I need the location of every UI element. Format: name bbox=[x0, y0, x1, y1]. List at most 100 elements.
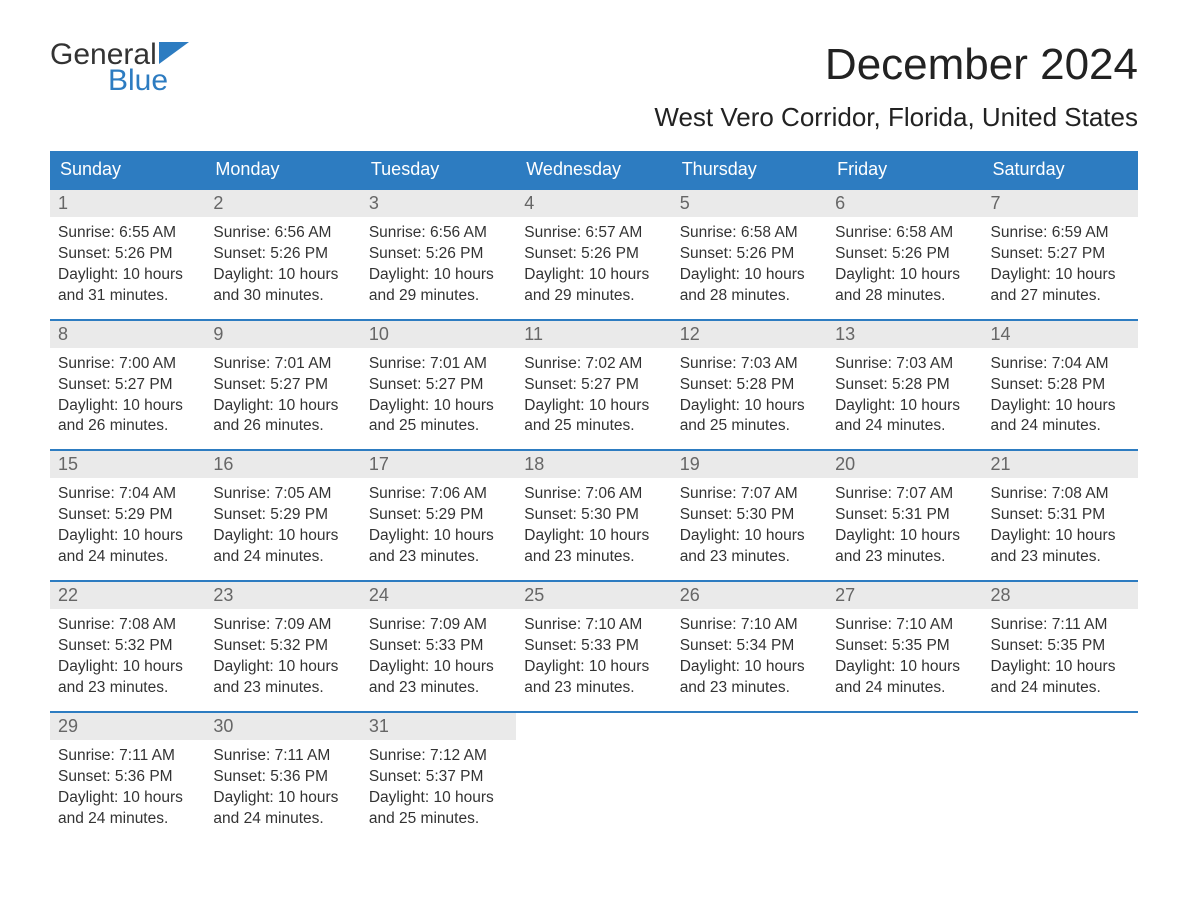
weekday-header-sunday: Sunday bbox=[50, 151, 205, 188]
day-number: 20 bbox=[827, 451, 982, 478]
daylight-text-1: Daylight: 10 hours bbox=[991, 265, 1130, 286]
day-body: Sunrise: 6:58 AMSunset: 5:26 PMDaylight:… bbox=[672, 217, 827, 307]
logo-text-blue: Blue bbox=[50, 66, 189, 96]
day-cell: 16Sunrise: 7:05 AMSunset: 5:29 PMDayligh… bbox=[205, 451, 360, 580]
day-cell: 31Sunrise: 7:12 AMSunset: 5:37 PMDayligh… bbox=[361, 713, 516, 842]
daylight-text-2: and 26 minutes. bbox=[213, 416, 352, 437]
day-cell: 1Sunrise: 6:55 AMSunset: 5:26 PMDaylight… bbox=[50, 190, 205, 319]
day-body: Sunrise: 6:57 AMSunset: 5:26 PMDaylight:… bbox=[516, 217, 671, 307]
day-number: 15 bbox=[50, 451, 205, 478]
sunset-text: Sunset: 5:29 PM bbox=[369, 505, 508, 526]
day-body: Sunrise: 7:10 AMSunset: 5:33 PMDaylight:… bbox=[516, 609, 671, 699]
sunrise-text: Sunrise: 7:03 AM bbox=[680, 354, 819, 375]
sunrise-text: Sunrise: 7:01 AM bbox=[369, 354, 508, 375]
day-number: 2 bbox=[205, 190, 360, 217]
day-number: 31 bbox=[361, 713, 516, 740]
weekday-header-monday: Monday bbox=[205, 151, 360, 188]
daylight-text-2: and 23 minutes. bbox=[680, 678, 819, 699]
day-cell: 5Sunrise: 6:58 AMSunset: 5:26 PMDaylight… bbox=[672, 190, 827, 319]
daylight-text-1: Daylight: 10 hours bbox=[58, 396, 197, 417]
daylight-text-1: Daylight: 10 hours bbox=[680, 265, 819, 286]
sunrise-text: Sunrise: 7:02 AM bbox=[524, 354, 663, 375]
daylight-text-1: Daylight: 10 hours bbox=[524, 657, 663, 678]
daylight-text-2: and 23 minutes. bbox=[680, 547, 819, 568]
day-cell: 13Sunrise: 7:03 AMSunset: 5:28 PMDayligh… bbox=[827, 321, 982, 450]
day-cell: 20Sunrise: 7:07 AMSunset: 5:31 PMDayligh… bbox=[827, 451, 982, 580]
weekday-header-wednesday: Wednesday bbox=[516, 151, 671, 188]
day-cell: 26Sunrise: 7:10 AMSunset: 5:34 PMDayligh… bbox=[672, 582, 827, 711]
sunset-text: Sunset: 5:36 PM bbox=[213, 767, 352, 788]
daylight-text-2: and 30 minutes. bbox=[213, 286, 352, 307]
daylight-text-1: Daylight: 10 hours bbox=[680, 657, 819, 678]
sunrise-text: Sunrise: 7:04 AM bbox=[991, 354, 1130, 375]
daylight-text-1: Daylight: 10 hours bbox=[58, 526, 197, 547]
daylight-text-1: Daylight: 10 hours bbox=[991, 657, 1130, 678]
day-cell: 3Sunrise: 6:56 AMSunset: 5:26 PMDaylight… bbox=[361, 190, 516, 319]
sunset-text: Sunset: 5:27 PM bbox=[58, 375, 197, 396]
daylight-text-1: Daylight: 10 hours bbox=[835, 526, 974, 547]
day-cell: 11Sunrise: 7:02 AMSunset: 5:27 PMDayligh… bbox=[516, 321, 671, 450]
daylight-text-2: and 25 minutes. bbox=[524, 416, 663, 437]
day-number: 9 bbox=[205, 321, 360, 348]
daylight-text-1: Daylight: 10 hours bbox=[369, 526, 508, 547]
day-number: 17 bbox=[361, 451, 516, 478]
day-cell: 12Sunrise: 7:03 AMSunset: 5:28 PMDayligh… bbox=[672, 321, 827, 450]
day-number: 13 bbox=[827, 321, 982, 348]
sunrise-text: Sunrise: 7:12 AM bbox=[369, 746, 508, 767]
day-number: 12 bbox=[672, 321, 827, 348]
daylight-text-2: and 25 minutes. bbox=[680, 416, 819, 437]
weekday-header-tuesday: Tuesday bbox=[361, 151, 516, 188]
day-number: 8 bbox=[50, 321, 205, 348]
sunrise-text: Sunrise: 6:59 AM bbox=[991, 223, 1130, 244]
daylight-text-2: and 24 minutes. bbox=[991, 678, 1130, 699]
sunset-text: Sunset: 5:26 PM bbox=[524, 244, 663, 265]
day-cell: 7 Sunrise: 6:59 AMSunset: 5:27 PMDaylight… bbox=[983, 190, 1138, 319]
day-number: 26 bbox=[672, 582, 827, 609]
sunset-text: Sunset: 5:35 PM bbox=[835, 636, 974, 657]
sunrise-text: Sunrise: 7:08 AM bbox=[991, 484, 1130, 505]
day-cell: 19Sunrise: 7:07 AMSunset: 5:30 PMDayligh… bbox=[672, 451, 827, 580]
daylight-text-1: Daylight: 10 hours bbox=[680, 396, 819, 417]
sunrise-text: Sunrise: 7:11 AM bbox=[213, 746, 352, 767]
day-number: 19 bbox=[672, 451, 827, 478]
daylight-text-2: and 23 minutes. bbox=[835, 547, 974, 568]
day-cell: 29Sunrise: 7:11 AMSunset: 5:36 PMDayligh… bbox=[50, 713, 205, 842]
day-cell: 6Sunrise: 6:58 AMSunset: 5:26 PMDaylight… bbox=[827, 190, 982, 319]
daylight-text-1: Daylight: 10 hours bbox=[524, 265, 663, 286]
day-cell: 15Sunrise: 7:04 AMSunset: 5:29 PMDayligh… bbox=[50, 451, 205, 580]
day-body: Sunrise: 7:04 AMSunset: 5:28 PMDaylight:… bbox=[983, 348, 1138, 438]
day-cell: 23Sunrise: 7:09 AMSunset: 5:32 PMDayligh… bbox=[205, 582, 360, 711]
sunrise-text: Sunrise: 6:56 AM bbox=[213, 223, 352, 244]
daylight-text-1: Daylight: 10 hours bbox=[991, 526, 1130, 547]
week-row: 8Sunrise: 7:00 AMSunset: 5:27 PMDaylight… bbox=[50, 319, 1138, 450]
day-body: Sunrise: 7:04 AMSunset: 5:29 PMDaylight:… bbox=[50, 478, 205, 568]
daylight-text-2: and 24 minutes. bbox=[213, 809, 352, 830]
sunrise-text: Sunrise: 6:55 AM bbox=[58, 223, 197, 244]
daylight-text-1: Daylight: 10 hours bbox=[524, 526, 663, 547]
day-number: 6 bbox=[827, 190, 982, 217]
day-body: Sunrise: 7:05 AMSunset: 5:29 PMDaylight:… bbox=[205, 478, 360, 568]
daylight-text-1: Daylight: 10 hours bbox=[680, 526, 819, 547]
day-cell: 22Sunrise: 7:08 AMSunset: 5:32 PMDayligh… bbox=[50, 582, 205, 711]
daylight-text-1: Daylight: 10 hours bbox=[58, 788, 197, 809]
day-body: Sunrise: 6:56 AMSunset: 5:26 PMDaylight:… bbox=[205, 217, 360, 307]
weeks-container: 1Sunrise: 6:55 AMSunset: 5:26 PMDaylight… bbox=[50, 188, 1138, 841]
sunset-text: Sunset: 5:34 PM bbox=[680, 636, 819, 657]
sunset-text: Sunset: 5:32 PM bbox=[58, 636, 197, 657]
day-cell: 9Sunrise: 7:01 AMSunset: 5:27 PMDaylight… bbox=[205, 321, 360, 450]
daylight-text-1: Daylight: 10 hours bbox=[991, 396, 1130, 417]
day-number: 14 bbox=[983, 321, 1138, 348]
sunrise-text: Sunrise: 7:00 AM bbox=[58, 354, 197, 375]
sunrise-text: Sunrise: 7:10 AM bbox=[680, 615, 819, 636]
sunset-text: Sunset: 5:27 PM bbox=[991, 244, 1130, 265]
sunrise-text: Sunrise: 6:58 AM bbox=[835, 223, 974, 244]
daylight-text-2: and 31 minutes. bbox=[58, 286, 197, 307]
sunset-text: Sunset: 5:36 PM bbox=[58, 767, 197, 788]
day-number: 7 bbox=[983, 190, 1138, 217]
week-row: 1Sunrise: 6:55 AMSunset: 5:26 PMDaylight… bbox=[50, 188, 1138, 319]
empty-day-cell bbox=[516, 713, 671, 842]
daylight-text-2: and 24 minutes. bbox=[58, 547, 197, 568]
day-body: Sunrise: 7:10 AMSunset: 5:34 PMDaylight:… bbox=[672, 609, 827, 699]
day-body: Sunrise: 7:08 AMSunset: 5:31 PMDaylight:… bbox=[983, 478, 1138, 568]
day-cell: 10Sunrise: 7:01 AMSunset: 5:27 PMDayligh… bbox=[361, 321, 516, 450]
